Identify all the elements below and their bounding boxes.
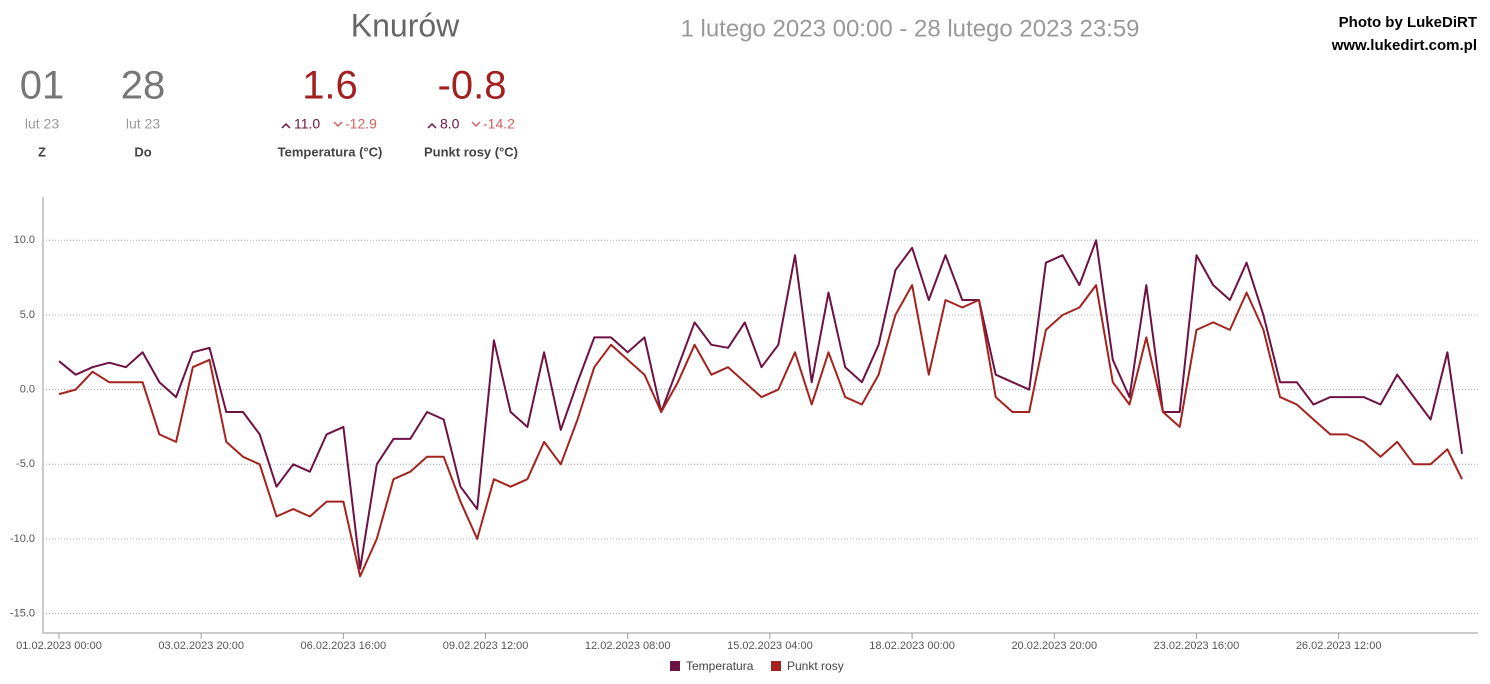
min-icon (471, 121, 481, 128)
stat-min: -12.9 (345, 116, 377, 132)
stat-value: 28 (121, 64, 166, 108)
legend-swatch (771, 661, 781, 671)
stat-max: 11.0 (294, 116, 320, 132)
y-tick-label: 10.0 (14, 234, 35, 246)
max-icon (281, 122, 291, 129)
x-tick-label: 03.02.2023 20:00 (158, 640, 244, 652)
series-line (58, 239, 1463, 570)
x-tick-label: 26.02.2023 12:00 (1296, 640, 1382, 652)
min-icon (333, 121, 343, 128)
legend-label: Temperatura (686, 659, 754, 673)
stat-sub: lut 23 (126, 116, 160, 132)
x-tick-label: 06.02.2023 16:00 (301, 640, 387, 652)
legend-label: Punkt rosy (787, 659, 844, 673)
y-tick-label: 0.0 (20, 384, 35, 396)
site: www.lukedirt.com.pl (1331, 37, 1477, 54)
x-tick-label: 23.02.2023 16:00 (1154, 640, 1240, 652)
stat-min: -14.2 (483, 116, 515, 132)
stat-label: Z (38, 144, 46, 159)
x-tick-label: 12.02.2023 08:00 (585, 640, 671, 652)
x-tick-label: 15.02.2023 04:00 (727, 640, 813, 652)
x-tick-label: 01.02.2023 00:00 (16, 640, 102, 652)
date-range: 1 lutego 2023 00:00 - 28 lutego 2023 23:… (680, 15, 1139, 42)
x-tick-label: 09.02.2023 12:00 (443, 640, 529, 652)
max-icon (427, 122, 437, 129)
stat-label: Do (134, 144, 151, 159)
series-line (58, 284, 1463, 578)
y-tick-label: 5.0 (20, 309, 35, 321)
legend-swatch (670, 661, 680, 671)
y-tick-label: -10.0 (10, 533, 35, 545)
station-title: Knurów (351, 7, 460, 43)
stat-value: 1.6 (302, 64, 358, 108)
stat-value: 01 (20, 64, 65, 108)
stat-max: 8.0 (440, 116, 460, 132)
stat-label: Punkt rosy (°C) (424, 144, 518, 159)
x-tick-label: 18.02.2023 00:00 (869, 640, 955, 652)
y-tick-label: -5.0 (16, 458, 35, 470)
stat-label: Temperatura (°C) (278, 144, 383, 159)
stat-value: -0.8 (438, 64, 507, 108)
x-tick-label: 20.02.2023 20:00 (1011, 640, 1097, 652)
stat-sub: lut 23 (25, 116, 59, 132)
credit: Photo by LukeDiRT (1339, 14, 1477, 31)
y-tick-label: -15.0 (10, 607, 35, 619)
